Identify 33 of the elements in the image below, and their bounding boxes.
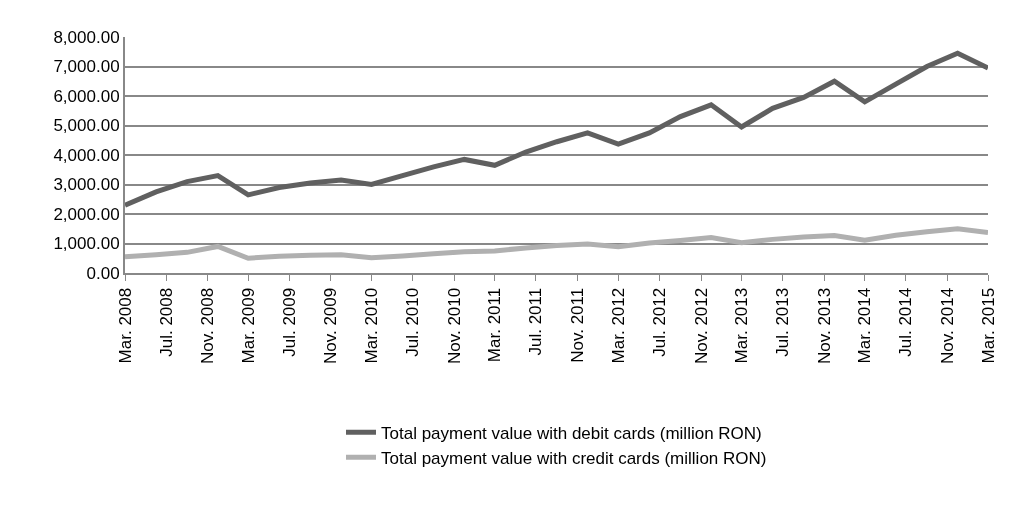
x-tick-label: Jul. 2008	[156, 287, 176, 357]
legend-label: Total payment value with debit cards (million RON)	[381, 423, 762, 443]
x-tick-label: Mar. 2009	[238, 287, 258, 364]
x-tick-label: Mar. 2010	[361, 287, 381, 364]
x-tick-label: Nov. 2014	[938, 287, 958, 365]
x-tick-label: Nov. 2009	[321, 287, 341, 365]
x-tick-label: Nov. 2013	[814, 287, 834, 365]
x-tick-label: Mar. 2012	[608, 287, 628, 364]
x-tick-label: Nov. 2012	[691, 287, 711, 365]
x-tick-label: Jul. 2010	[403, 287, 423, 357]
x-tick-label: Mar. 2011	[485, 287, 505, 363]
x-tick-label: Jul. 2009	[279, 287, 299, 357]
y-tick-label: 1,000.00	[53, 234, 120, 254]
y-tick-label: 5,000.00	[53, 116, 120, 136]
x-tick-label: Jul. 2014	[896, 287, 916, 357]
legend-label: Total payment value with credit cards (million RON)	[381, 448, 767, 468]
y-tick-label: 3,000.00	[53, 175, 120, 195]
x-tick-label: Nov. 2011	[567, 287, 587, 363]
x-tick-label: Nov. 2010	[444, 287, 464, 365]
x-tick-label: Jul. 2012	[650, 287, 670, 357]
y-tick-label: 4,000.00	[53, 145, 120, 165]
y-tick-label: 8,000.00	[53, 27, 120, 47]
y-tick-label: 7,000.00	[53, 57, 120, 77]
x-tick-label: Mar. 2008	[115, 287, 135, 364]
x-tick-label: Mar. 2015	[978, 287, 998, 364]
x-tick-label: Nov. 2008	[198, 287, 218, 365]
y-tick-label: 6,000.00	[53, 86, 120, 106]
x-tick-label: Mar. 2013	[732, 287, 752, 364]
y-tick-label: 2,000.00	[53, 204, 120, 224]
x-tick-label: Mar. 2014	[855, 287, 875, 364]
x-tick-label: Jul. 2011	[526, 287, 546, 356]
x-tick-label: Jul. 2013	[773, 287, 793, 357]
y-tick-label: 0.00	[86, 263, 120, 283]
